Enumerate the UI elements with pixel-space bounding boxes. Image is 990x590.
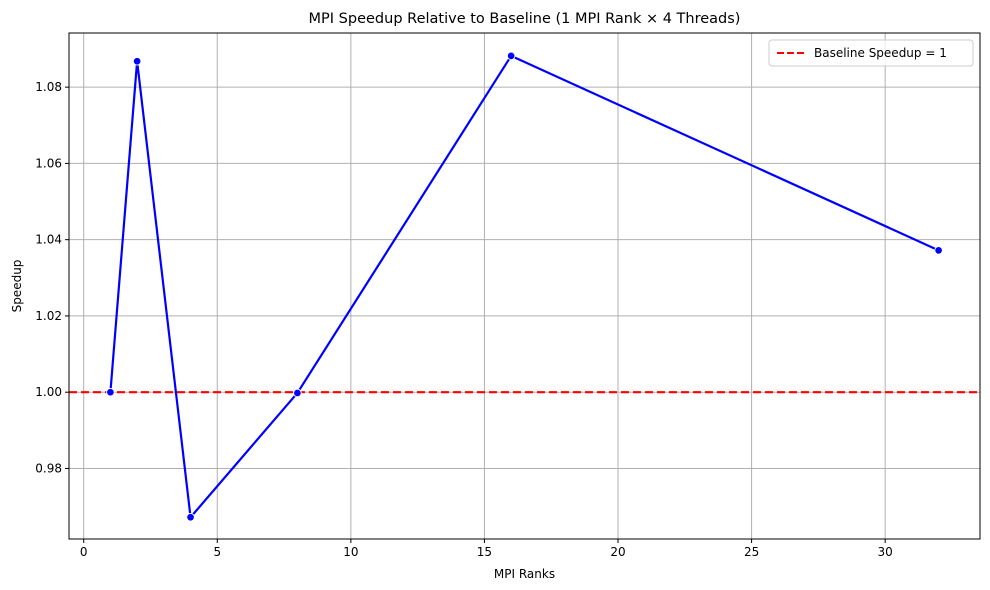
legend-box bbox=[768, 39, 974, 67]
x-tick-label: 10 bbox=[343, 545, 358, 559]
data-series bbox=[106, 51, 943, 522]
chart-title: MPI Speedup Relative to Baseline (1 MPI … bbox=[309, 11, 741, 27]
y-tick-label: 1.08 bbox=[35, 80, 62, 94]
x-tick-label: 15 bbox=[477, 545, 492, 559]
speedup-point bbox=[106, 387, 115, 397]
speedup-series-line bbox=[109, 54, 940, 519]
speedup-point bbox=[506, 51, 516, 61]
y-tick-label: 1.00 bbox=[35, 385, 62, 399]
speedup-point bbox=[934, 246, 943, 255]
x-tick-label: 30 bbox=[878, 545, 893, 559]
y-tick-label: 1.02 bbox=[35, 309, 62, 323]
speedup-point bbox=[186, 513, 195, 522]
speedup-point bbox=[132, 56, 142, 66]
y-tick-label: 1.04 bbox=[35, 233, 62, 247]
x-axis-ticks: 0 5 10 15 20 25 30 bbox=[80, 539, 893, 559]
y-tick-label: 1.06 bbox=[35, 156, 62, 170]
y-axis-label: Speedup bbox=[10, 260, 24, 313]
x-tick-label: 0 bbox=[80, 545, 88, 559]
y-axis-ticks: 0.98 1.00 1.02 1.04 1.06 1.08 bbox=[35, 80, 69, 475]
legend-entry-baseline: Baseline Speedup = 1 bbox=[814, 46, 947, 60]
x-tick-label: 5 bbox=[213, 545, 221, 559]
y-tick-label: 0.98 bbox=[35, 461, 62, 475]
grid-lines bbox=[69, 33, 980, 539]
legend: Baseline Speedup = 1 bbox=[768, 39, 974, 67]
plot-frame bbox=[68, 32, 981, 540]
x-tick-label: 20 bbox=[610, 545, 625, 559]
x-tick-label: 25 bbox=[744, 545, 759, 559]
speedup-point bbox=[293, 388, 302, 398]
x-axis-label: MPI Ranks bbox=[494, 567, 555, 581]
